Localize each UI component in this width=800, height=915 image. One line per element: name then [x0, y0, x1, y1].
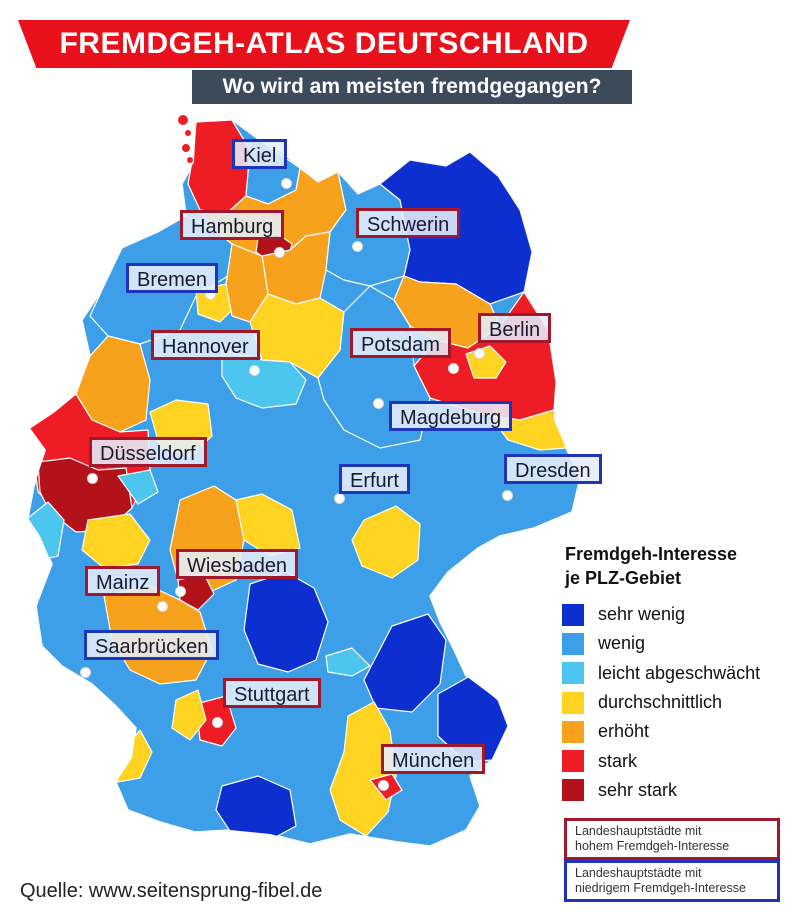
legend-label: sehr wenig: [598, 604, 686, 625]
note-low-interest: Landeshauptstädte mit niedrigem Fremdgeh…: [564, 860, 780, 902]
legend-item-erhoeht: erhöht: [562, 717, 760, 746]
page-title: FREMDGEH-ATLAS DEUTSCHLAND: [59, 27, 589, 60]
city-dot-erfurt: [334, 493, 345, 504]
city-label-hamburg: Hamburg: [180, 210, 285, 240]
city-dot-dresden: [502, 490, 513, 501]
city-label-muenchen: München: [381, 744, 486, 774]
city-dot-kiel: [281, 178, 292, 189]
note-high-line2: hohem Fremdgeh-Interesse: [575, 839, 730, 853]
legend-item-sehr-stark: sehr stark: [562, 776, 760, 805]
city-dot-mainz: [157, 601, 168, 612]
region-rlp-yellow: [81, 513, 151, 569]
note-low-line1: Landeshauptstädte mit: [575, 866, 702, 880]
page-subtitle: Wo wird am meisten fremdgegangen?: [222, 75, 602, 98]
city-dot-duesseldorf: [87, 473, 98, 484]
legend-label: leicht abgeschwächt: [598, 662, 761, 683]
title-banner: FREMDGEH-ATLAS DEUTSCHLAND: [18, 20, 630, 68]
region-by-darkblue-north: [363, 613, 447, 713]
legend-item-durchschnittlich: durchschnittlich: [562, 688, 760, 717]
legend-title: Fremdgeh-Interesse je PLZ-Gebiet: [565, 542, 737, 590]
city-label-kiel: Kiel: [232, 139, 288, 169]
legend-label: stark: [598, 750, 638, 771]
region-hessen-yellow: [235, 493, 301, 557]
legend-item-stark: stark: [562, 746, 760, 775]
city-dot-muenchen: [378, 780, 389, 791]
city-dot-stuttgart: [212, 717, 223, 728]
legend-label: erhöht: [598, 721, 650, 742]
subtitle-bar: Wo wird am meisten fremdgegangen?: [192, 70, 632, 104]
city-label-schwerin: Schwerin: [356, 208, 461, 238]
city-label-bremen: Bremen: [126, 263, 219, 293]
city-label-saarbruecken: Saarbrücken: [84, 630, 220, 660]
region-th-yellow: [351, 505, 421, 579]
legend-swatch: [562, 691, 584, 714]
city-label-magdeburg: Magdeburg: [389, 401, 513, 431]
legend-label: wenig: [598, 633, 646, 654]
legend-swatch: [562, 720, 584, 743]
city-label-berlin: Berlin: [478, 313, 552, 343]
legend-swatch: [562, 632, 584, 655]
legend-swatch: [562, 603, 584, 626]
city-dot-hamburg: [274, 247, 285, 258]
region-by-darkblue-south: [215, 775, 297, 841]
note-high-line1: Landeshauptstädte mit: [575, 824, 702, 838]
city-dot-magdeburg: [373, 398, 384, 409]
city-dot-berlin: [474, 348, 485, 359]
city-dot-schwerin: [352, 241, 363, 252]
region-hannover-light: [221, 349, 307, 409]
city-dot-potsdam: [448, 363, 459, 374]
city-label-wiesbaden: Wiesbaden: [176, 549, 299, 579]
legend-label: sehr stark: [598, 779, 678, 800]
north-islands: [178, 115, 215, 180]
city-label-duesseldorf: Düsseldorf: [89, 437, 207, 467]
legend-swatch: [562, 662, 584, 685]
legend-list: sehr wenig wenig leicht abgeschwächt dur…: [562, 600, 760, 805]
legend-title-line1: Fremdgeh-Interesse: [565, 544, 738, 564]
legend-item-sehr-wenig: sehr wenig: [562, 600, 760, 629]
legend-swatch: [562, 750, 584, 773]
region-bw-yellow: [171, 689, 207, 741]
legend-label: durchschnittlich: [598, 692, 723, 713]
city-label-mainz: Mainz: [85, 566, 161, 596]
region-munich-yellow: [329, 701, 397, 837]
city-label-dresden: Dresden: [504, 454, 602, 484]
note-low-line2: niedrigem Fremdgeh-Interesse: [575, 881, 746, 895]
city-label-hannover: Hannover: [151, 330, 260, 360]
city-label-stuttgart: Stuttgart: [223, 678, 321, 708]
legend-item-wenig: wenig: [562, 629, 760, 658]
city-dot-wiesbaden: [175, 586, 186, 597]
city-label-potsdam: Potsdam: [350, 328, 451, 358]
region-bavaria-light: [325, 647, 371, 677]
source-credit: Quelle: www.seitensprung-fibel.de: [20, 880, 323, 902]
legend-swatch: [562, 779, 584, 802]
region-nrw-light-east: [117, 469, 159, 505]
note-high-interest: Landeshauptstädte mit hohem Fremdgeh-Int…: [564, 818, 780, 860]
city-dot-saarbruecken: [80, 667, 91, 678]
city-dot-hannover: [249, 365, 260, 376]
city-label-erfurt: Erfurt: [339, 464, 410, 494]
legend-title-line2: je PLZ-Gebiet: [565, 568, 682, 588]
legend-item-leicht: leicht abgeschwächt: [562, 659, 760, 688]
